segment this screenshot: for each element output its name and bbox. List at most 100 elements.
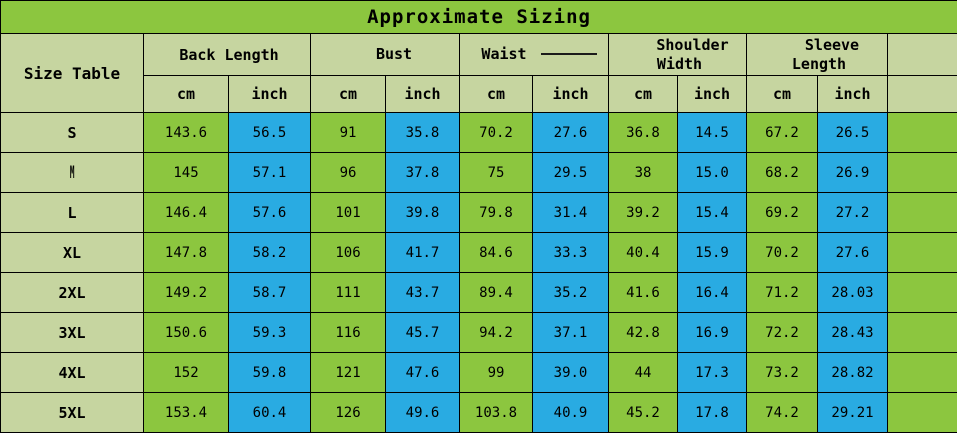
unit-header-inch: inch <box>817 75 888 113</box>
unit-header-inch: inch <box>228 75 311 113</box>
value-cell: 57.1 <box>228 152 311 193</box>
value-cell: 27.6 <box>817 232 888 273</box>
value-cell: 27.6 <box>532 112 609 153</box>
table-row: 4XL 152 59.8 121 47.6 99 39.0 44 17.3 73.2 28.82 <box>0 352 957 393</box>
value-cell: 96 <box>310 152 386 193</box>
unit-header-inch: inch <box>677 75 747 113</box>
unit-header-cm: cm <box>608 75 678 113</box>
value-cell: 28.03 <box>817 272 888 313</box>
value-cell: 74.2 <box>746 392 818 433</box>
unit-header-cm: cm <box>746 75 818 113</box>
column-group-sleeve-length: Sleeve Length <box>746 33 888 76</box>
value-cell: 89.4 <box>459 272 533 313</box>
value-cell: 27.2 <box>817 192 888 233</box>
unit-header-inch: inch <box>532 75 609 113</box>
value-cell: 36.8 <box>608 112 678 153</box>
title-row: Approximate Sizing <box>0 0 957 34</box>
table-row: S 143.6 56.5 91 35.8 70.2 27.6 36.8 14.5 67.2 26.5 <box>0 112 957 153</box>
value-cell: 73.2 <box>746 352 818 393</box>
value-cell: 150.6 <box>143 312 229 353</box>
erased-text-dash-artifact <box>540 53 597 55</box>
column-group-label-line: Back Length <box>179 46 279 64</box>
value-cell: 91 <box>310 112 386 153</box>
column-group-waist: Waist <box>459 33 609 76</box>
value-cell: 116 <box>310 312 386 353</box>
value-cell: 58.7 <box>228 272 311 313</box>
empty-header-cell-top <box>886 33 957 76</box>
table-row: L 146.4 57.6 101 39.8 79.8 31.4 39.2 15.4 69.2 27.… <box>0 192 957 233</box>
value-cell: 35.2 <box>532 272 609 313</box>
table-row: 3XL 150.6 59.3 116 45.7 94.2 37.1 42.8 16.9 72.2 2… <box>0 312 957 353</box>
value-cell: 126 <box>310 392 386 433</box>
table-title: Approximate Sizing <box>0 0 957 34</box>
size-label: 5XL <box>0 392 144 433</box>
value-cell: 147.8 <box>143 232 229 273</box>
value-cell: 60.4 <box>228 392 311 433</box>
table-row: 2XL 149.2 58.7 111 43.7 89.4 35.2 41.6 16.4 71.2 2… <box>0 272 957 313</box>
table-row: 5XL 153.4 60.4 126 49.6 103.8 40.9 45.2 17.8 74.2… <box>0 392 957 433</box>
value-cell: 75 <box>459 152 533 193</box>
empty-tail-cell <box>886 392 957 433</box>
value-cell: 58.2 <box>228 232 311 273</box>
value-cell: 103.8 <box>459 392 533 433</box>
value-cell: 111 <box>310 272 386 313</box>
value-cell: 101 <box>310 192 386 233</box>
value-cell: 44 <box>608 352 678 393</box>
value-cell: 16.4 <box>677 272 747 313</box>
empty-header-cell-bottom <box>886 75 957 113</box>
column-group-label-line: Width <box>656 54 703 73</box>
value-cell: 39.8 <box>385 192 460 233</box>
value-cell: 31.4 <box>532 192 609 233</box>
size-label: 3XL <box>0 312 144 353</box>
value-cell: 41.6 <box>608 272 678 313</box>
value-cell: 153.4 <box>143 392 229 433</box>
value-cell: 26.9 <box>817 152 888 193</box>
value-cell: 33.3 <box>532 232 609 273</box>
value-cell: 40.4 <box>608 232 678 273</box>
size-label: M <box>0 152 144 193</box>
value-cell: 70.2 <box>459 112 533 153</box>
table-row: XL 147.8 58.2 106 41.7 84.6 33.3 40.4 15.9 70.2 27… <box>0 232 957 273</box>
value-cell: 16.9 <box>677 312 747 353</box>
value-cell: 40.9 <box>532 392 609 433</box>
value-cell: 47.6 <box>385 352 460 393</box>
value-cell: 17.3 <box>677 352 747 393</box>
value-cell: 149.2 <box>143 272 229 313</box>
empty-tail-cell <box>886 152 957 193</box>
size-label: 4XL <box>0 352 144 393</box>
value-cell: 59.3 <box>228 312 311 353</box>
column-group-back-length: Back Length <box>143 33 311 76</box>
corner-size-table-label: Size Table <box>0 33 144 113</box>
value-cell: 56.5 <box>228 112 311 153</box>
value-cell: 67.2 <box>746 112 818 153</box>
column-group-label-line: Sleeve <box>804 35 860 54</box>
value-cell: 37.8 <box>385 152 460 193</box>
value-cell: 38 <box>608 152 678 193</box>
value-cell: 35.8 <box>385 112 460 153</box>
units-header-row: cm inch cm inch cm inch cm inch cm inch <box>1 75 957 113</box>
column-group-bust: Bust <box>310 33 460 76</box>
value-cell: 59.8 <box>228 352 311 393</box>
value-cell: 45.7 <box>385 312 460 353</box>
column-group-shoulder-width: Shoulder Width <box>608 33 747 76</box>
unit-header-cm: cm <box>310 75 386 113</box>
value-cell: 15.0 <box>677 152 747 193</box>
value-cell: 15.4 <box>677 192 747 233</box>
value-cell: 146.4 <box>143 192 229 233</box>
value-cell: 68.2 <box>746 152 818 193</box>
value-cell: 71.2 <box>746 272 818 313</box>
value-cell: 145 <box>143 152 229 193</box>
value-cell: 99 <box>459 352 533 393</box>
value-cell: 94.2 <box>459 312 533 353</box>
size-label: S <box>0 112 144 153</box>
size-label-text: M <box>69 162 75 183</box>
value-cell: 39.2 <box>608 192 678 233</box>
value-cell: 43.7 <box>385 272 460 313</box>
unit-header-inch: inch <box>385 75 460 113</box>
column-group-label-line: Length <box>791 54 847 73</box>
size-label: 2XL <box>0 272 144 313</box>
empty-tail-cell <box>886 352 957 393</box>
value-cell: 29.21 <box>817 392 888 433</box>
value-cell: 37.1 <box>532 312 609 353</box>
value-cell: 72.2 <box>746 312 818 353</box>
